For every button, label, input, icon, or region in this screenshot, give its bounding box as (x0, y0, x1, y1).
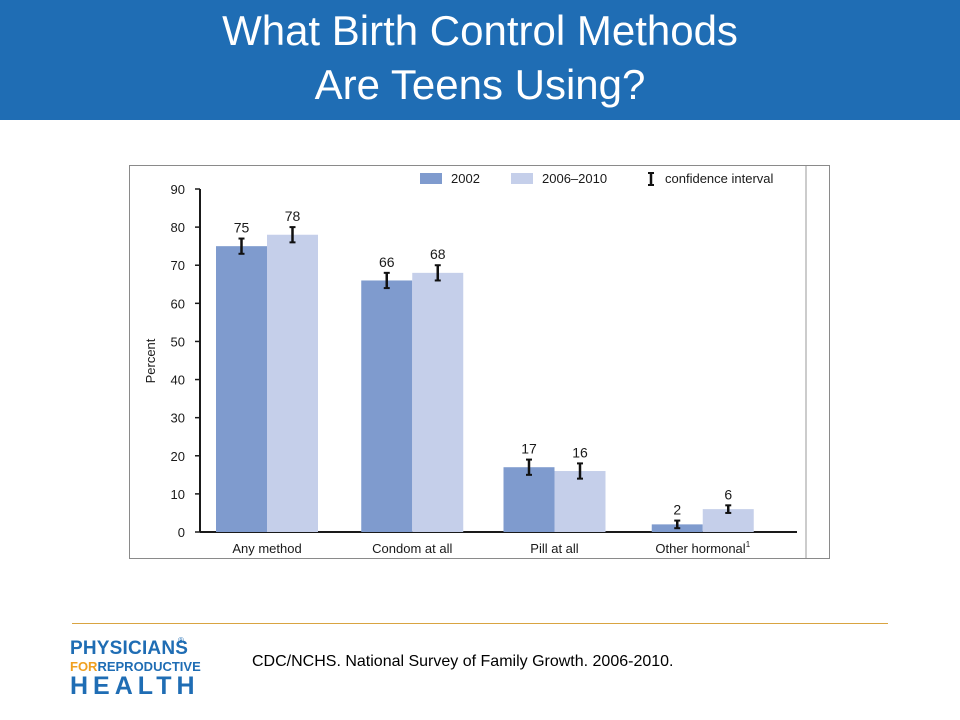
legend-label-confidence-interval: confidence interval (665, 171, 774, 186)
category-label: Pill at all (530, 541, 579, 556)
data-label: 16 (572, 444, 588, 460)
y-tick-label: 40 (171, 373, 185, 388)
bar-1-3 (702, 509, 754, 532)
bar-1-2 (554, 471, 606, 532)
bar-0-2 (503, 467, 555, 532)
data-label: 2 (673, 502, 681, 518)
data-label: 75 (234, 220, 250, 236)
legend-swatch-2002 (420, 173, 442, 184)
y-tick-label: 10 (171, 487, 185, 502)
legend-label: 2006–2010 (542, 171, 607, 186)
chart-frame: 0 10 20 30 40 50 60 70 80 90 Percent 75 78 Any method… (129, 165, 830, 559)
logo-line2: FORREPRODUCTIVE (70, 659, 201, 674)
category-label: Any method (232, 541, 301, 556)
y-tick-label: 0 (178, 525, 185, 540)
bar-0-1 (361, 280, 413, 532)
data-label: 78 (285, 208, 301, 224)
category-label: Other hormonal1 (655, 540, 750, 556)
y-tick-label: 30 (171, 411, 185, 426)
legend-swatch-2006-2010 (511, 173, 533, 184)
slide-title-line2: Are Teens Using? (314, 61, 646, 108)
y-axis-label: Percent (143, 338, 158, 383)
bar-0-0 (216, 246, 267, 532)
y-tick-label: 70 (171, 258, 185, 273)
slide-title-line1: What Birth Control Methods (222, 7, 738, 54)
data-label: 17 (521, 441, 537, 457)
title-banner (0, 0, 960, 120)
data-label: 68 (430, 246, 446, 262)
registered-mark: ® (178, 636, 184, 645)
source-citation: CDC/NCHS. National Survey of Family Grow… (252, 653, 674, 670)
data-label: 66 (379, 254, 395, 270)
y-tick-label: 90 (171, 182, 185, 197)
legend-label: 2002 (451, 171, 480, 186)
bar-1-0 (267, 234, 318, 532)
y-tick-label: 80 (171, 220, 185, 235)
data-label: 6 (724, 486, 732, 502)
y-tick-label: 50 (171, 334, 185, 349)
slide-title: What Birth Control Methods Are Teens Usi… (0, 4, 960, 112)
category-label: Condom at all (372, 541, 452, 556)
y-tick-label: 20 (171, 449, 185, 464)
y-tick-label: 60 (171, 296, 185, 311)
logo-for: FOR (70, 659, 98, 674)
physicians-for-reproductive-health-logo: PHYSICIANS FORREPRODUCTIVE HEALTH ® (70, 636, 201, 704)
bar-chart: 0 10 20 30 40 50 60 70 80 90 Percent 75 78 Any method… (143, 166, 807, 558)
footer-divider (72, 623, 888, 624)
logo-line3: HEALTH (70, 672, 200, 700)
category-footnote-marker: 1 (746, 540, 751, 549)
bar-1-1 (412, 272, 464, 532)
logo-reproductive: REPRODUCTIVE (97, 659, 201, 674)
logo-line1: PHYSICIANS (70, 638, 189, 659)
